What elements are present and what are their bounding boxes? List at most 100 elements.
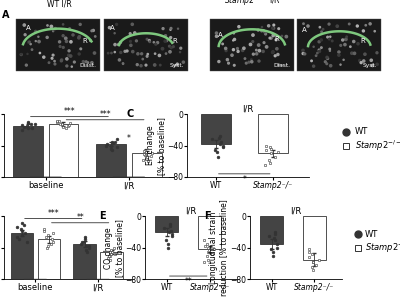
Point: [154, 40, 161, 45]
Point: [230, 38, 236, 43]
Point: [350, 39, 357, 44]
Point: [204, 253, 210, 258]
Point: [78, 241, 84, 246]
Point: [29, 47, 35, 52]
Point: [124, 49, 130, 53]
Point: [177, 50, 183, 55]
Point: [316, 49, 323, 54]
Bar: [49, 124, 78, 177]
Point: [117, 40, 124, 45]
Point: [105, 256, 112, 261]
Point: [250, 39, 256, 44]
Point: [316, 40, 322, 44]
Point: [205, 249, 212, 254]
Point: [116, 42, 122, 47]
Point: [68, 64, 75, 69]
Point: [273, 37, 279, 42]
Text: Syst.: Syst.: [170, 63, 184, 68]
Point: [315, 257, 322, 262]
Point: [18, 227, 24, 231]
Point: [57, 44, 63, 49]
Text: R: R: [361, 38, 366, 44]
Point: [213, 31, 220, 35]
Point: [135, 51, 141, 56]
Point: [129, 22, 136, 27]
Point: [253, 48, 260, 53]
Point: [231, 31, 237, 36]
Point: [174, 62, 180, 67]
Point: [138, 63, 144, 68]
Point: [40, 227, 47, 231]
Title: I/R: I/R: [242, 105, 254, 113]
Point: [48, 24, 54, 29]
Point: [308, 59, 315, 63]
Bar: [13, 126, 43, 177]
Point: [18, 52, 24, 57]
Point: [24, 52, 31, 56]
Bar: [198, 217, 221, 249]
Point: [202, 244, 208, 249]
Point: [272, 53, 278, 58]
Point: [84, 250, 90, 255]
Point: [52, 62, 58, 67]
Point: [16, 237, 23, 242]
Point: [64, 64, 70, 68]
Point: [91, 51, 98, 56]
Point: [37, 50, 43, 55]
Point: [76, 35, 82, 40]
Point: [255, 28, 262, 32]
Point: [132, 31, 138, 35]
Point: [25, 120, 32, 124]
Bar: [201, 114, 231, 144]
Point: [374, 62, 380, 67]
Point: [78, 239, 85, 244]
Point: [152, 42, 159, 47]
Point: [261, 40, 267, 45]
Point: [70, 33, 76, 37]
Point: [212, 147, 218, 152]
Point: [270, 249, 276, 254]
Bar: [303, 217, 326, 260]
Point: [267, 160, 274, 165]
Point: [216, 59, 222, 64]
Bar: [258, 114, 288, 154]
Point: [82, 235, 88, 240]
Point: [14, 225, 20, 229]
Point: [120, 61, 126, 66]
Point: [40, 55, 47, 59]
Point: [60, 22, 66, 27]
Point: [368, 58, 374, 63]
Point: [108, 139, 115, 144]
Point: [240, 48, 246, 53]
Point: [168, 35, 174, 40]
Point: [220, 145, 226, 150]
Point: [218, 139, 224, 144]
Point: [58, 122, 65, 127]
Point: [268, 36, 274, 41]
Point: [324, 55, 330, 60]
Point: [108, 247, 114, 252]
Point: [56, 40, 63, 44]
Point: [142, 153, 148, 157]
Point: [83, 243, 90, 248]
Point: [247, 42, 254, 47]
Point: [50, 231, 57, 236]
Point: [36, 39, 42, 44]
Point: [86, 243, 93, 248]
Point: [105, 51, 111, 56]
Point: [306, 255, 312, 260]
Point: [300, 51, 306, 56]
Point: [116, 58, 123, 62]
Point: [159, 46, 166, 51]
Point: [81, 239, 88, 244]
Point: [344, 34, 350, 39]
Point: [49, 56, 55, 61]
Point: [144, 37, 150, 42]
Point: [346, 22, 352, 26]
Text: R: R: [274, 36, 279, 42]
Point: [241, 46, 247, 50]
Point: [18, 52, 24, 57]
Point: [32, 121, 38, 126]
Point: [104, 142, 110, 146]
Point: [58, 58, 65, 62]
